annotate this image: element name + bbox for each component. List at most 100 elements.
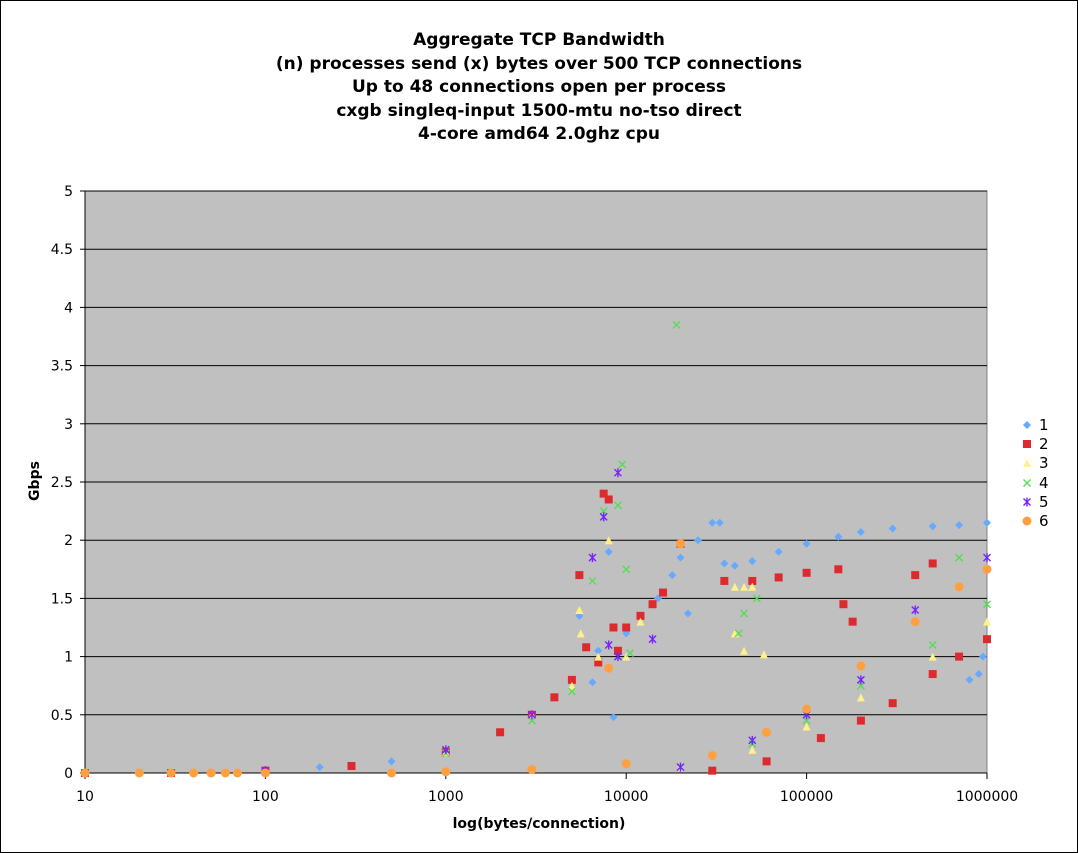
- x-tick-label: 100000: [780, 789, 833, 805]
- data-point: [730, 582, 739, 591]
- data-point: [618, 460, 627, 469]
- data-point: [588, 678, 597, 687]
- data-point: [599, 489, 608, 498]
- data-point: [387, 757, 396, 766]
- data-point: [604, 536, 613, 545]
- title-line: Aggregate TCP Bandwidth: [413, 30, 665, 50]
- data-point: [708, 518, 717, 527]
- data-point: [588, 576, 597, 585]
- legend-label: 6: [1039, 512, 1049, 531]
- data-point: [759, 650, 768, 659]
- data-point: [983, 518, 991, 527]
- data-point: [232, 768, 242, 778]
- data-point: [983, 553, 991, 563]
- data-point: [626, 649, 635, 658]
- data-point: [983, 600, 991, 609]
- data-point: [928, 640, 937, 649]
- data-point: [834, 565, 843, 574]
- data-point: [734, 629, 743, 638]
- legend-item: 3: [1021, 454, 1049, 473]
- data-point: [220, 768, 230, 778]
- data-point: [816, 734, 825, 743]
- data-point: [659, 588, 668, 597]
- title-line: cxgb singleq-input 1500-mtu no-tso direc…: [336, 100, 742, 121]
- data-point: [955, 652, 964, 661]
- data-point: [648, 634, 657, 644]
- data-point: [748, 557, 757, 566]
- data-point: [636, 611, 645, 620]
- data-point: [676, 762, 685, 772]
- data-point: [527, 710, 536, 720]
- data-point: [802, 722, 811, 731]
- data-point: [748, 576, 757, 585]
- title-line: 4-core amd64 2.0ghz cpu: [418, 124, 660, 144]
- data-point: [672, 320, 681, 329]
- legend-marker: [1023, 497, 1031, 507]
- data-point: [567, 675, 576, 684]
- square-marker-icon: [1023, 439, 1031, 448]
- data-point: [955, 553, 964, 562]
- data-point: [752, 594, 761, 603]
- data-point: [613, 646, 622, 655]
- data-point: [928, 522, 937, 531]
- data-point: [604, 640, 613, 650]
- legend-item: 5: [1021, 492, 1049, 511]
- data-point: [567, 681, 576, 690]
- data-point: [648, 600, 657, 609]
- data-point: [848, 617, 857, 626]
- x-tick-label: 100: [252, 789, 279, 805]
- legend-marker: [1023, 439, 1031, 448]
- data-point: [676, 539, 686, 549]
- data-point: [928, 670, 937, 679]
- data-point: [748, 745, 757, 754]
- data-point: [802, 568, 811, 577]
- data-point: [856, 681, 865, 690]
- y-tick-label: 3: [64, 417, 73, 433]
- data-point: [613, 652, 622, 662]
- data-point: [856, 528, 865, 537]
- data-point: [636, 617, 645, 626]
- y-tick-label: 1.5: [51, 591, 73, 607]
- data-point: [954, 582, 964, 592]
- data-point: [588, 553, 597, 563]
- data-point: [582, 643, 591, 652]
- asterisk-marker-icon: [1023, 497, 1031, 507]
- series-6: [80, 539, 992, 778]
- data-point: [80, 768, 90, 778]
- data-point: [802, 704, 812, 714]
- data-point: [260, 768, 270, 778]
- data-point: [928, 652, 937, 661]
- data-point: [856, 661, 866, 671]
- y-tick-label: 1: [64, 650, 73, 666]
- data-point: [730, 561, 739, 570]
- data-point: [594, 658, 603, 667]
- data-point: [955, 521, 964, 530]
- data-point: [762, 727, 772, 737]
- data-point: [189, 768, 199, 778]
- y-tick-label: 2: [64, 533, 73, 549]
- x-tick-label: 1000000: [956, 789, 1018, 805]
- data-point: [693, 536, 702, 545]
- y-tick-label: 0: [64, 766, 73, 782]
- legend-label: 3: [1039, 454, 1049, 473]
- data-point: [856, 693, 865, 702]
- data-point: [622, 623, 631, 632]
- legend-item: 2: [1021, 434, 1049, 453]
- data-point: [978, 652, 987, 661]
- data-point: [911, 571, 920, 580]
- y-tick-label: 4.5: [51, 242, 73, 258]
- legend-label: 2: [1039, 434, 1049, 453]
- y-tick-label: 5: [64, 184, 73, 200]
- x-tick-label: 1000: [428, 789, 464, 805]
- data-point: [802, 716, 811, 725]
- legend-marker: [1023, 478, 1031, 487]
- data-point: [527, 765, 537, 775]
- data-point: [740, 609, 749, 618]
- data-point: [594, 652, 603, 661]
- data-point: [762, 757, 771, 766]
- data-point: [206, 768, 216, 778]
- x-tick-label: 10: [76, 789, 94, 805]
- y-tick-label: 2.5: [51, 475, 73, 491]
